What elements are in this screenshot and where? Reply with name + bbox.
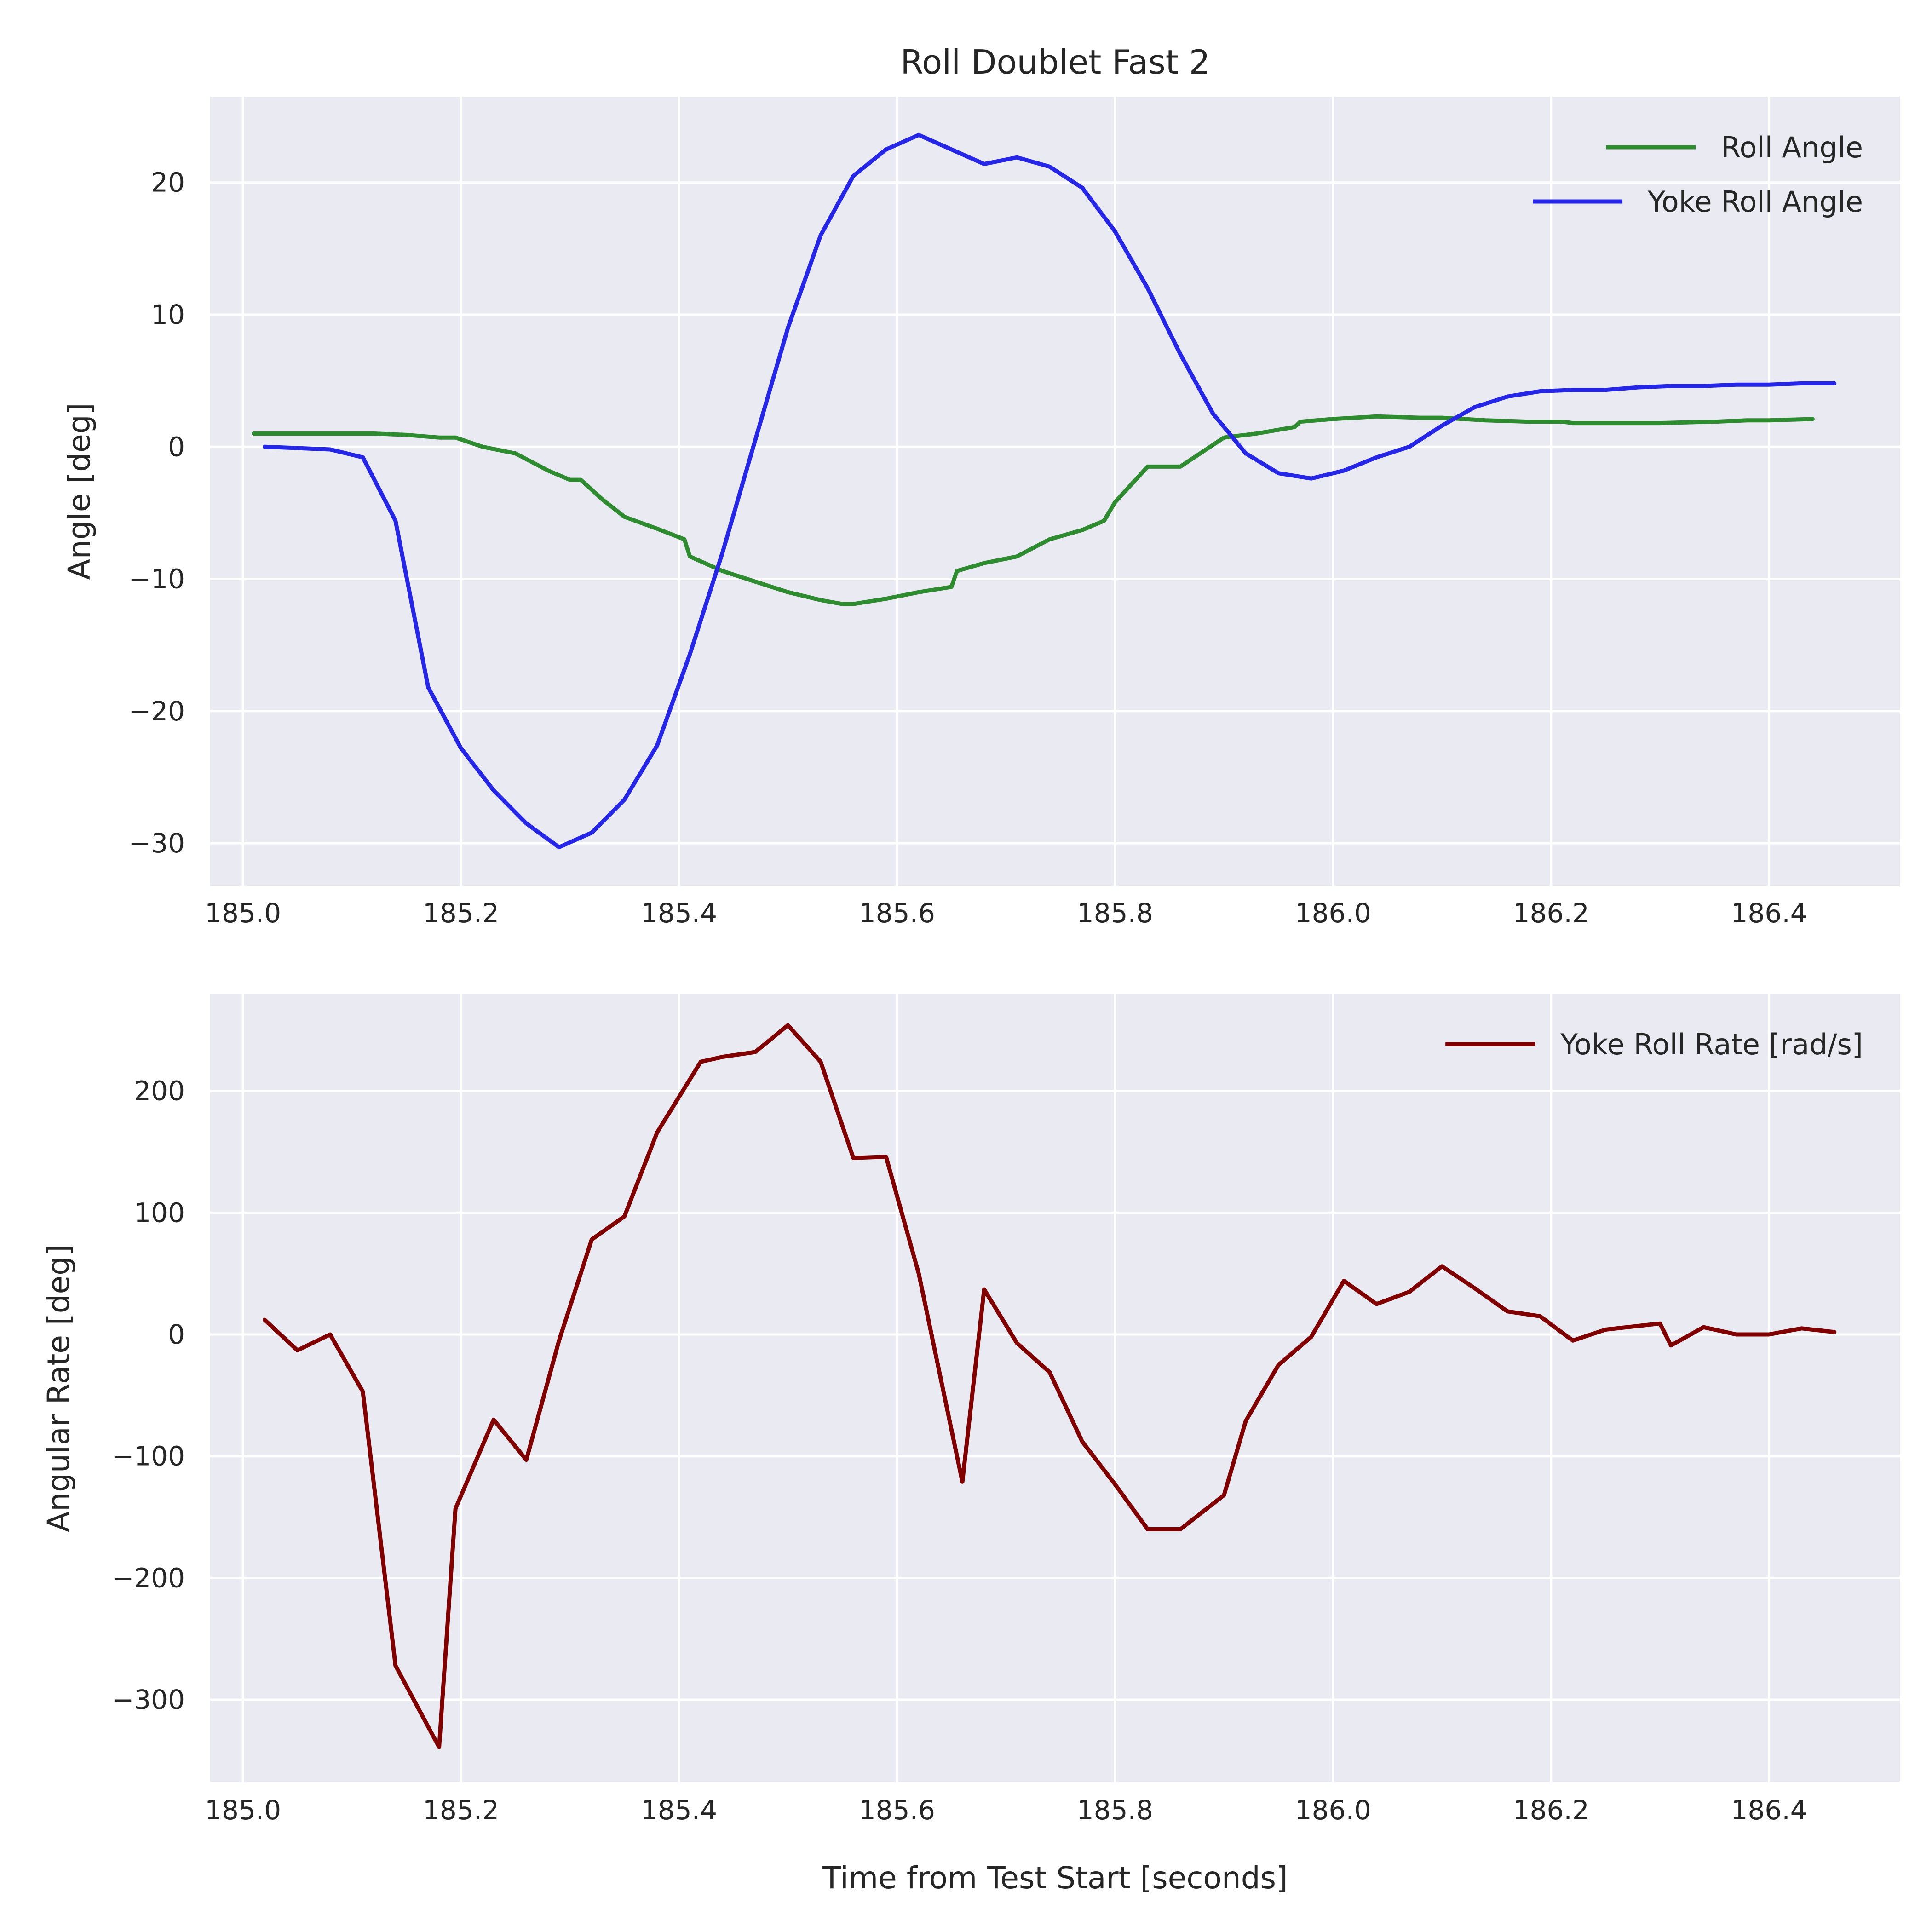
bottom-x-tick-label: 186.4 [1731, 1794, 1807, 1826]
top-plot-area [210, 97, 1900, 886]
top-y-axis-label: Angle [deg] [62, 403, 97, 580]
bottom-y-tick-label: 0 [168, 1319, 185, 1350]
top-y-tick-label: −30 [129, 828, 185, 859]
bottom-series-group [263, 1023, 1837, 1749]
bottom-y-tick-label: −300 [112, 1684, 185, 1715]
legend-label-yoke-roll-angle: Yoke Roll Angle [1647, 185, 1863, 218]
series-line-yoke-roll-rate-rad-s [263, 1023, 1837, 1749]
top-x-tick-labels: 185.0 185.2 185.4 185.6 185.8 186.0 186.2 186.4 [205, 897, 1807, 929]
top-y-tick-label: 0 [168, 431, 185, 462]
bottom-x-axis-label: Time from Test Start [seconds] [822, 1860, 1288, 1896]
bottom-y-tick-label: 100 [134, 1197, 185, 1228]
bottom-gridlines [210, 994, 1900, 1782]
bottom-x-tick-label: 185.0 [205, 1794, 281, 1826]
bottom-plot-area [210, 994, 1900, 1782]
series-line-roll-angle [252, 414, 1815, 606]
bottom-x-tick-label: 185.2 [423, 1794, 499, 1826]
top-x-tick-label: 185.4 [641, 897, 717, 929]
chart-title: Roll Doublet Fast 2 [900, 43, 1210, 81]
top-series-group [252, 132, 1837, 850]
top-x-tick-label: 185.8 [1077, 897, 1153, 929]
top-gridlines [210, 97, 1900, 886]
top-plot-background [210, 97, 1900, 886]
bottom-x-tick-label: 186.2 [1513, 1794, 1589, 1826]
top-y-tick-label: −10 [129, 564, 185, 595]
bottom-legend: Yoke Roll Rate [rad/s] [1445, 1028, 1863, 1061]
bottom-y-tick-labels: −300 −200 −100 0 100 200 [112, 1075, 185, 1715]
top-x-tick-label: 185.0 [205, 897, 281, 929]
bottom-y-axis-label: Angular Rate [deg] [41, 1244, 76, 1532]
legend-label-yoke-roll-rate-rad-s: Yoke Roll Rate [rad/s] [1560, 1028, 1863, 1061]
bottom-x-tick-label: 185.6 [859, 1794, 935, 1826]
legend-label-roll-angle: Roll Angle [1721, 131, 1863, 164]
bottom-y-tick-label: 200 [134, 1075, 185, 1107]
top-y-tick-labels: −30 −20 −10 0 10 20 [129, 167, 185, 859]
top-x-tick-label: 185.2 [423, 897, 499, 929]
bottom-x-tick-label: 185.8 [1077, 1794, 1153, 1826]
top-x-tick-label: 186.2 [1513, 897, 1589, 929]
top-y-tick-label: 10 [151, 299, 185, 330]
top-y-tick-label: 20 [151, 167, 185, 198]
top-x-tick-label: 186.0 [1295, 897, 1371, 929]
bottom-x-tick-labels: 185.0 185.2 185.4 185.6 185.8 186.0 186.2 186.4 [205, 1794, 1807, 1826]
bottom-y-tick-label: −100 [112, 1441, 185, 1472]
series-line-yoke-roll-angle [263, 132, 1837, 850]
bottom-y-tick-label: −200 [112, 1562, 185, 1593]
bottom-x-tick-label: 185.4 [641, 1794, 717, 1826]
top-legend: Roll Angle Yoke Roll Angle [1533, 131, 1863, 218]
top-x-tick-label: 185.6 [859, 897, 935, 929]
bottom-x-tick-label: 186.0 [1295, 1794, 1371, 1826]
top-y-tick-label: −20 [129, 696, 185, 727]
top-x-tick-label: 186.4 [1731, 897, 1807, 929]
